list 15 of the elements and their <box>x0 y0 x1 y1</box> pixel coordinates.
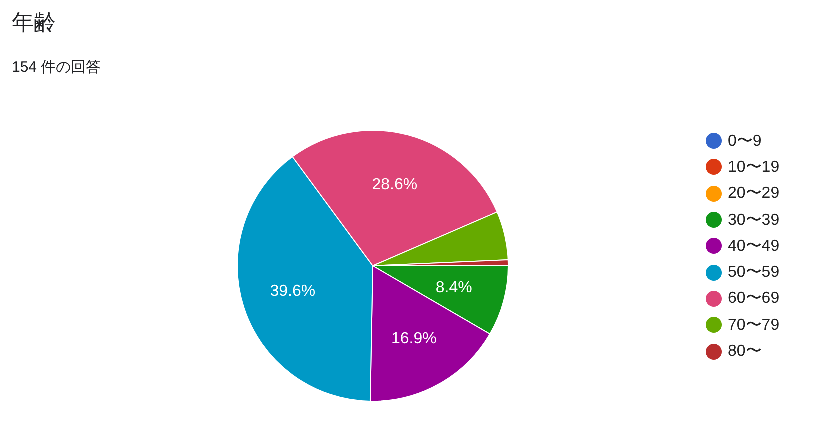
data-label: 39.6% <box>270 282 316 300</box>
legend-label: 80〜 <box>728 342 762 362</box>
legend-label: 20〜29 <box>728 184 780 204</box>
legend-label: 70〜79 <box>728 316 780 336</box>
legend-label: 0〜9 <box>728 132 762 152</box>
legend-label: 50〜59 <box>728 263 780 284</box>
data-label: 28.6% <box>372 176 418 194</box>
text: 154 件の回答 <box>12 58 102 77</box>
data-label: 16.9% <box>391 330 437 348</box>
legend-label: 10〜19 <box>728 158 780 178</box>
text: 年齢 <box>12 9 56 37</box>
data-label: 8.4% <box>436 279 472 296</box>
legend-label: 60〜69 <box>728 289 780 310</box>
legend-label: 30〜39 <box>728 210 780 231</box>
legend-label: 40〜49 <box>728 236 780 257</box>
